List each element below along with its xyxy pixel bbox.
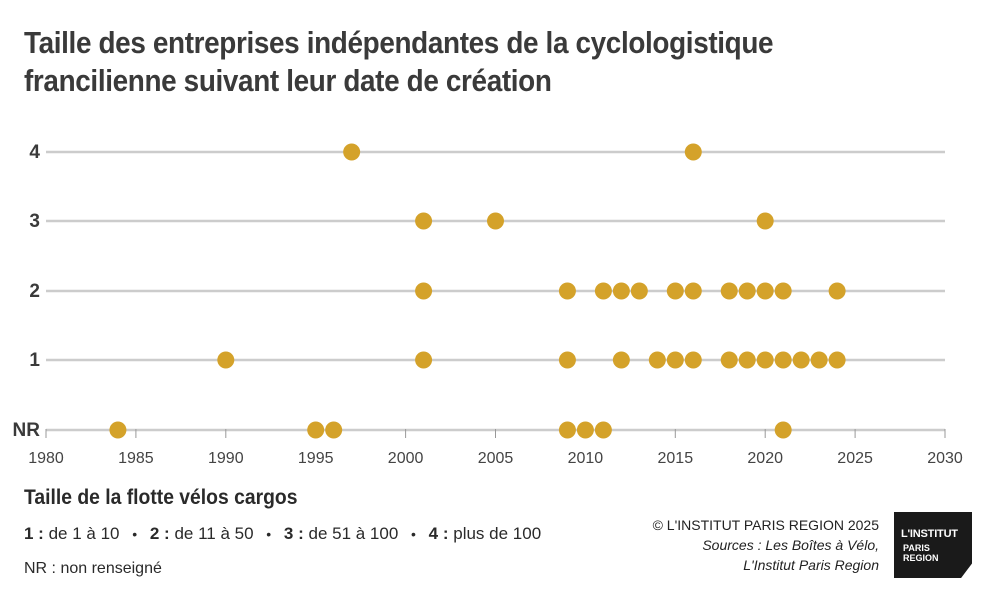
chart-title: Taille des entreprises indépendantes de … (24, 24, 834, 100)
x-tick-label-1995: 1995 (298, 450, 334, 467)
data-point-2-2020 (756, 282, 774, 300)
row-label-4: 4 (29, 142, 40, 163)
data-point-1-2016 (684, 351, 702, 369)
data-point-NR-1996 (325, 421, 343, 439)
legend-title: Taille de la flotte vélos cargos (24, 486, 298, 509)
data-point-4-1997 (343, 143, 361, 161)
chart-title-line-2: francilienne suivant leur date de créati… (24, 63, 552, 98)
legend-text-2: de 11 à 50 (174, 524, 254, 543)
data-point-4-2016 (684, 143, 702, 161)
data-point-NR-2011 (594, 421, 612, 439)
data-point-2-2001 (415, 282, 433, 300)
data-point-2-2012 (612, 282, 630, 300)
data-point-1-2023 (810, 351, 828, 369)
legend-size-classes: 1 : de 1 à 10 • 2 : de 11 à 50 • 3 : de … (24, 524, 541, 544)
x-tick-label-1985: 1985 (118, 450, 154, 467)
legend-separator: • (411, 526, 416, 542)
institut-paris-region-logo: L'INSTITUT PARIS REGION (894, 512, 972, 578)
legend-key-1: 1 : (24, 524, 44, 543)
data-point-NR-2021 (774, 421, 792, 439)
legend-text-4: plus de 100 (453, 524, 542, 543)
logo-word-region: REGION (903, 553, 939, 563)
data-point-2-2015 (666, 282, 684, 300)
legend-key-3: 3 : (283, 524, 304, 543)
row-label-NR: NR (13, 420, 41, 441)
logo-word-paris: PARIS (903, 543, 930, 553)
data-point-3-2005 (487, 212, 504, 230)
x-tick-label-1990: 1990 (208, 450, 244, 467)
logo-line-2: PARIS REGION (903, 543, 939, 563)
x-tick-label-2015: 2015 (658, 450, 694, 467)
legend-key-4: 4 : (428, 524, 449, 543)
data-point-1-2022 (792, 351, 810, 369)
row-label-2: 2 (29, 281, 40, 302)
data-point-NR-1995 (307, 421, 325, 439)
credits: © L'INSTITUT PARIS REGION 2025 Sources :… (653, 515, 879, 575)
x-tick-label-2010: 2010 (568, 450, 604, 467)
data-point-2-2013 (630, 282, 648, 300)
legend-nr-note: NR : non renseigné (24, 560, 162, 577)
row-label-3: 3 (29, 211, 40, 232)
data-point-NR-1984 (109, 421, 127, 439)
data-point-2-2009 (558, 282, 576, 300)
logo-line-1: L'INSTITUT (901, 528, 958, 540)
data-point-NR-2010 (576, 421, 594, 439)
legend-key-2: 2 : (149, 524, 170, 543)
x-tick-label-2005: 2005 (478, 450, 514, 467)
row-label-1: 1 (29, 350, 40, 371)
data-point-1-2014 (648, 351, 666, 369)
data-point-2-2021 (774, 282, 792, 300)
data-point-1-2015 (666, 351, 684, 369)
data-point-2-2019 (738, 282, 756, 300)
x-tick-label-2000: 2000 (388, 450, 424, 467)
data-point-1-1990 (217, 351, 235, 369)
data-point-3-2001 (415, 212, 433, 230)
x-tick-label-2025: 2025 (837, 450, 873, 467)
legend-text-1: de 1 à 10 (48, 524, 120, 543)
data-point-1-2019 (738, 351, 756, 369)
data-point-3-2020 (756, 212, 774, 230)
data-point-1-2009 (558, 351, 576, 369)
data-point-2-2016 (684, 282, 702, 300)
legend-separator: • (132, 526, 138, 542)
copyright-text: © L'INSTITUT PARIS REGION 2025 (652, 517, 879, 533)
data-point-2-2011 (594, 282, 612, 300)
data-point-NR-2009 (558, 421, 576, 439)
sources-line-1: Sources : Les Boîtes à Vélo, (702, 537, 879, 553)
data-point-2-2024 (828, 282, 846, 300)
dot-chart: NR 1 2 3 4 1980 1985 1990 1995 2000 2005 2010 2015 20… (13, 142, 963, 467)
data-point-1-2018 (720, 351, 738, 369)
x-tick-label-2030: 2030 (927, 450, 963, 467)
sources-line-2: L'Institut Paris Region (743, 557, 879, 573)
chart-title-line-1: Taille des entreprises indépendantes de … (24, 25, 774, 60)
data-point-1-2020 (756, 351, 774, 369)
data-point-2-2018 (720, 282, 738, 300)
data-point-1-2001 (415, 351, 433, 369)
data-point-1-2012 (612, 351, 630, 369)
data-point-1-2024 (828, 351, 846, 369)
x-tick-label-2020: 2020 (747, 450, 783, 467)
data-point-1-2021 (774, 351, 792, 369)
legend-text-3: de 51 à 100 (308, 524, 399, 543)
x-tick-label-1980: 1980 (28, 450, 64, 467)
legend-separator: • (266, 526, 272, 542)
